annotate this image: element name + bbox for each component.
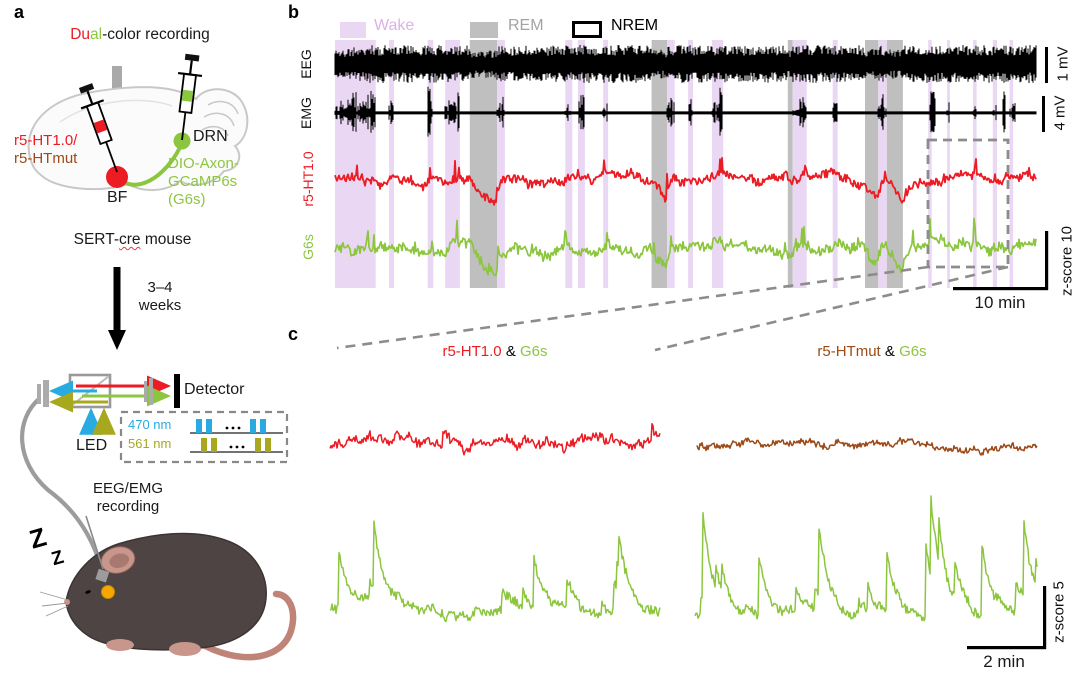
eeg-trace-label: EEG	[298, 49, 314, 79]
zscore10-scale-label: z-score 10	[1058, 225, 1076, 297]
mouse-line-cre: cre	[118, 231, 141, 248]
zscore5-scale-label: z-score 5	[1050, 581, 1068, 643]
nrem-legend-label: NREM	[611, 17, 659, 34]
brain-schematic	[27, 53, 249, 191]
emg-trace-label: EMG	[298, 97, 314, 129]
panel-a-letter: a	[14, 2, 25, 22]
ferrule	[37, 384, 41, 404]
wavelength-561-label: 561 nm	[128, 436, 172, 451]
panel-b-scalebars	[953, 47, 1049, 291]
mouse-ear	[100, 546, 136, 574]
whiskers	[39, 591, 69, 617]
brain-outline	[27, 86, 249, 191]
weeks-arrow	[108, 267, 126, 350]
bf-injection-site	[106, 166, 128, 188]
photometry-optics	[19, 373, 180, 575]
detector-label: Detector	[184, 381, 245, 398]
head-implant	[95, 568, 110, 583]
left-title-reporter: G6s	[520, 343, 548, 360]
right-title-sensor: r5-HTmut	[817, 343, 881, 360]
panel-c-letter: c	[288, 324, 299, 344]
eeg-scale-label: 1 mV	[1054, 46, 1072, 82]
eeg-emg-label-line2: recording	[96, 498, 160, 515]
panel-b-letter: b	[288, 2, 299, 22]
emg-scale-label: 4 mV	[1051, 95, 1069, 131]
led-pulse-diagram	[119, 410, 289, 464]
virus-label-line1: DIO-Axon-	[168, 155, 239, 172]
rem-legend-label: REM	[508, 17, 544, 34]
wake-legend-swatch	[340, 22, 366, 38]
duration-line1: 3–4	[147, 279, 173, 296]
g6s-trace-label: G6s	[300, 234, 316, 260]
wake-legend-label: Wake	[374, 17, 415, 34]
mouse-line-pre: SERT-	[73, 231, 119, 248]
virus-label-line3: (G6s)	[168, 191, 206, 208]
bf-label: BF	[107, 189, 128, 206]
mouse-front-paw	[106, 639, 134, 651]
label-pointer-line	[85, 515, 104, 570]
fiber-cable	[19, 396, 106, 575]
ferrule2	[43, 380, 49, 407]
title-part-rest: -color recording	[102, 26, 210, 43]
mouse-eye	[85, 590, 91, 594]
syringe-green	[177, 53, 203, 141]
sensor-label-line2: r5-HTmut	[14, 150, 78, 167]
mouse-hind-foot	[169, 642, 201, 656]
left-title-sep: &	[501, 343, 520, 360]
right-title-sep: &	[880, 343, 900, 360]
zoom-region	[336, 138, 1010, 352]
panel-b-traces	[334, 45, 1037, 277]
cerebellum-folds	[201, 100, 239, 137]
panel-a-title: Dual-color recording	[35, 26, 245, 44]
mouse-line-label: SERT-cre mouse	[40, 231, 225, 249]
drn-label: DRN	[193, 128, 228, 145]
right-title-reporter: G6s	[899, 343, 927, 360]
r5ht-trace-label: r5-HT1.0	[300, 151, 316, 207]
implant-dot	[101, 585, 115, 599]
title-part-green: al	[90, 26, 103, 43]
left-title-sensor: r5-HT1.0	[442, 343, 502, 360]
led-label: LED	[76, 437, 108, 454]
drn-injection-site	[173, 132, 191, 150]
virus-label-line2: GCaMP6s	[168, 173, 238, 190]
wavelength-470-label: 470 nm	[128, 417, 172, 432]
eeg-emg-label-line1: EEG/EMG	[92, 480, 163, 497]
time-scale-label-b: 10 min	[974, 293, 1026, 312]
lens2	[149, 378, 153, 405]
cortex-line	[59, 99, 173, 123]
syringe-red	[78, 83, 118, 173]
mouse-line-post: mouse	[140, 231, 192, 248]
title-part-red: Du	[70, 26, 91, 43]
duration-line2: weeks	[138, 297, 182, 314]
panel-c-right-title: r5-HTmut & G6s	[752, 343, 992, 360]
lens1	[144, 381, 147, 402]
detector-bar	[174, 374, 180, 408]
mouse-tail	[194, 590, 297, 661]
panel-c-traces	[329, 422, 1038, 623]
time-scale-label-c: 2 min	[983, 652, 1025, 671]
panel-c-left-title: r5-HT1.0 & G6s	[375, 343, 615, 360]
nrem-legend-swatch	[572, 21, 602, 38]
panel-c-scalebars	[967, 586, 1047, 650]
mouse-drawing	[39, 515, 297, 661]
rem-legend-swatch	[470, 22, 498, 38]
sensor-label-line1: r5-HT1.0/	[14, 132, 78, 149]
